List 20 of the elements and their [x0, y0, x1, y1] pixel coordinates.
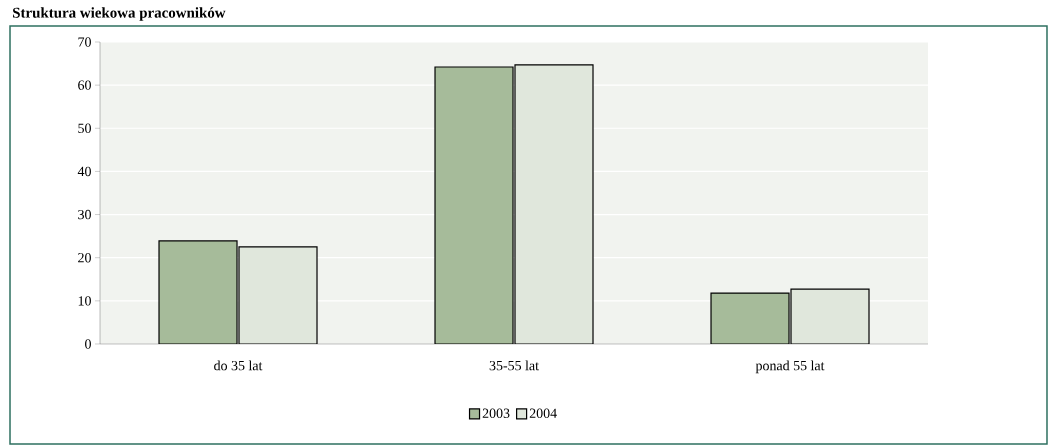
y-tick-label: 0	[85, 339, 91, 349]
y-tick-label: 10	[78, 296, 91, 306]
y-tick-label: 30	[78, 209, 91, 220]
y-tick-label: 40	[77, 166, 91, 177]
y-tick-label: 60	[78, 80, 91, 90]
x-tick-label: do 35 lat	[214, 360, 263, 371]
x-tick-label: ponad 55 lat	[755, 360, 825, 374]
bar	[790, 288, 870, 344]
chart-title: Struktura wiekowa pracowników	[13, 7, 226, 21]
bar	[434, 66, 514, 344]
y-tick-label: 20	[78, 252, 91, 263]
x-tick-label: 35-55 lat	[489, 360, 539, 371]
bar	[514, 64, 594, 344]
legend-label: 2003	[482, 408, 510, 418]
y-tick-label: 50	[78, 123, 91, 133]
bar	[710, 292, 790, 344]
bar	[238, 246, 318, 344]
bar	[158, 240, 238, 344]
legend-label: 2004	[529, 408, 557, 418]
y-tick-label: 70	[78, 37, 91, 47]
